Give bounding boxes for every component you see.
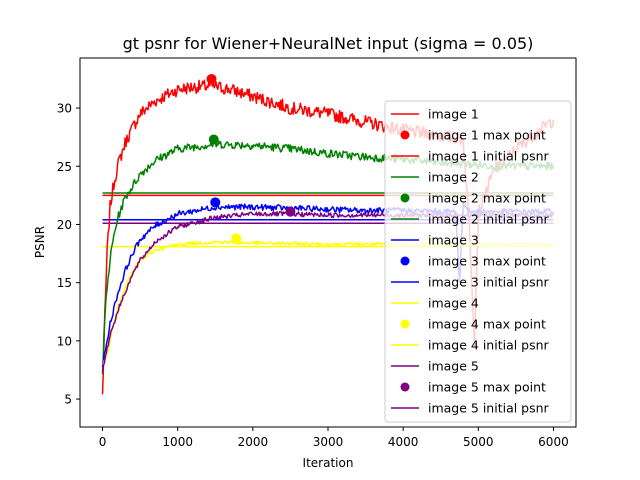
max-point-1 <box>206 73 217 84</box>
legend-entry-label: image 4 initial psnr <box>428 338 550 353</box>
max-point-5 <box>285 206 296 217</box>
y-tick-label: 5 <box>64 393 72 407</box>
legend-dot-swatch <box>400 382 410 392</box>
legend-dot-swatch <box>400 319 410 329</box>
legend-entry-label: image 3 <box>428 233 479 248</box>
axis-ticks: 0 1000 2000 3000 4000 5000 6000 5 10 15 20 25 30 <box>57 102 569 449</box>
x-tick-label: 5000 <box>463 435 494 449</box>
legend-entry-label: image 5 initial psnr <box>428 401 550 416</box>
y-tick-label: 25 <box>57 160 72 174</box>
x-tick-label: 6000 <box>538 435 569 449</box>
y-tick-label: 15 <box>57 276 72 290</box>
max-point-3 <box>210 197 221 208</box>
legend-entry-label: image 2 initial psnr <box>428 212 550 227</box>
legend-entry-label: image 1 max point <box>428 128 546 143</box>
legend-dot-swatch <box>400 256 410 266</box>
legend: image 1 image 1 max point image 1 initial … <box>384 100 572 423</box>
chart-title: gt psnr for Wiener+NeuralNet input (sigm… <box>123 34 534 53</box>
max-point-4 <box>231 233 242 244</box>
x-tick-label: 3000 <box>313 435 344 449</box>
y-tick-label: 20 <box>57 218 72 232</box>
legend-dot-swatch <box>400 130 410 140</box>
x-tick-label: 1000 <box>162 435 193 449</box>
legend-dot-swatch <box>400 193 410 203</box>
legend-entry-label: image 5 max point <box>428 380 546 395</box>
x-tick-label: 4000 <box>388 435 419 449</box>
y-axis-label: PSNR <box>33 226 47 258</box>
legend-entry-label: image 3 initial psnr <box>428 275 550 290</box>
legend-entry-label: image 5 <box>428 359 479 374</box>
legend-entry-label: image 4 max point <box>428 317 546 332</box>
x-axis-label: Iteration <box>303 456 354 470</box>
y-tick-label: 10 <box>57 334 72 348</box>
legend-entry-label: image 3 max point <box>428 254 546 269</box>
legend-box <box>384 100 572 423</box>
legend-entry-label: image 2 <box>428 170 479 185</box>
legend-entry-label: image 1 initial psnr <box>428 149 550 164</box>
max-point-2 <box>208 134 219 145</box>
legend-entry-label: image 2 max point <box>428 191 546 206</box>
x-tick-label: 0 <box>99 435 107 449</box>
legend-entry-label: image 1 <box>428 107 479 122</box>
legend-entry-label: image 4 <box>428 296 479 311</box>
y-tick-label: 30 <box>57 102 72 116</box>
x-tick-label: 2000 <box>238 435 269 449</box>
